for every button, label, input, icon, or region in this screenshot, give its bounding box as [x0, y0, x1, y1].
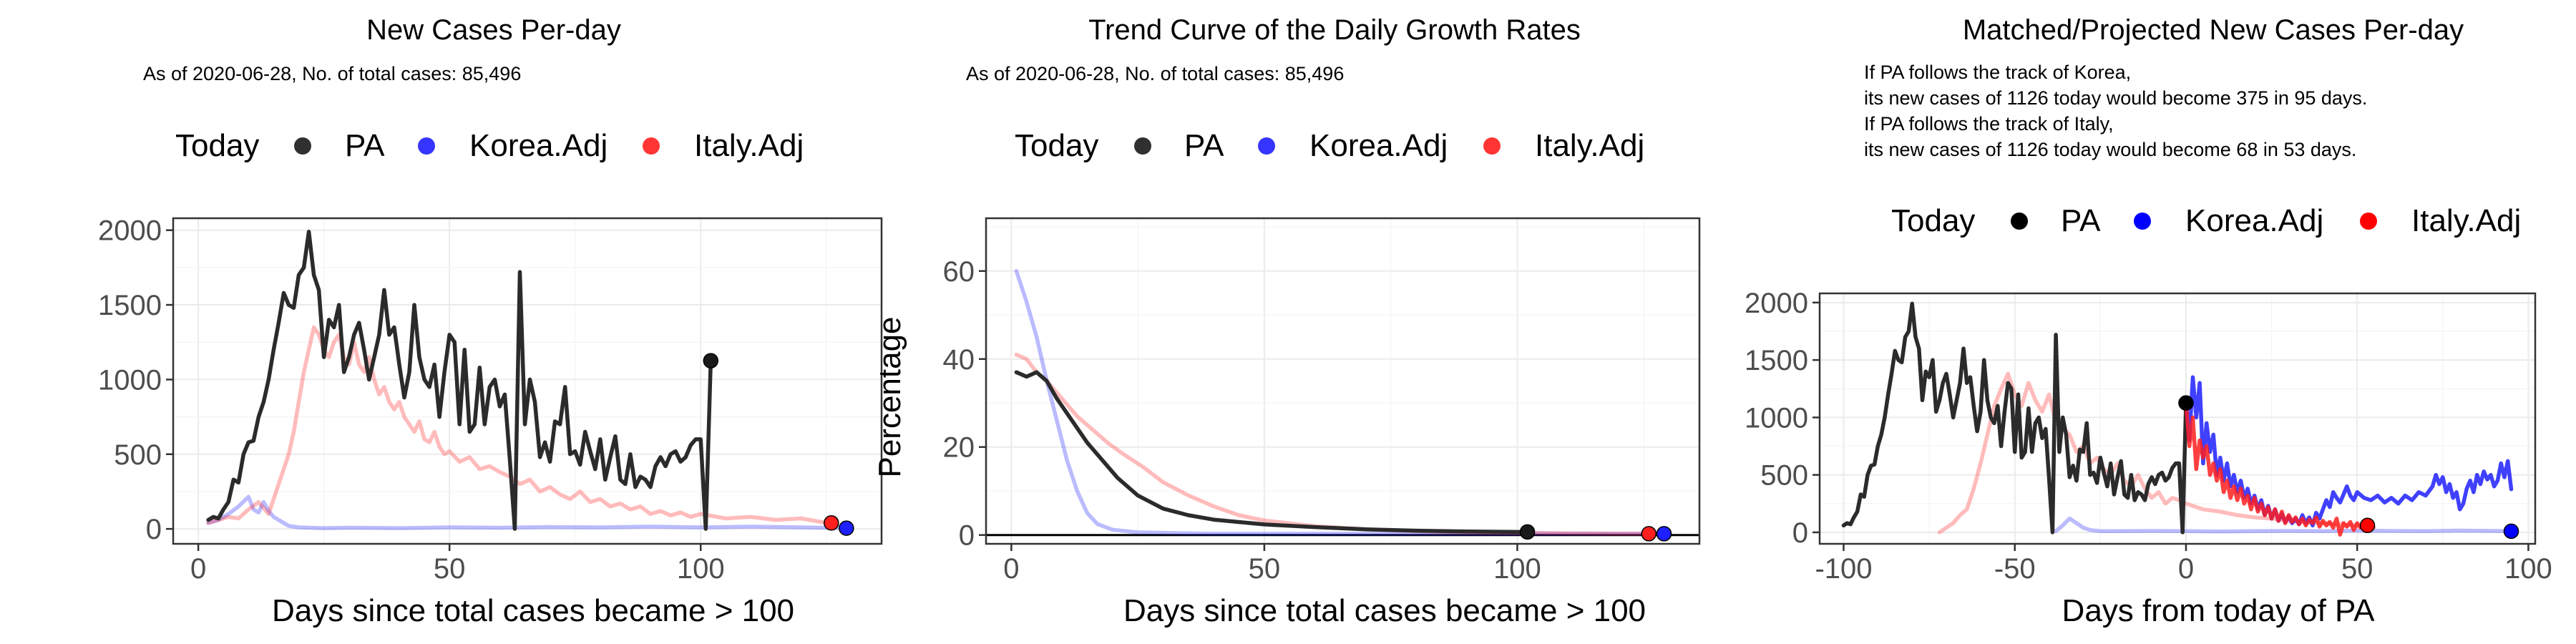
- chart-growth-rates: Trend Curve of the Daily Growth Rates As…: [872, 14, 1701, 628]
- chart-subtitle: As of 2020-06-28, No. of total cases: 85…: [143, 63, 521, 84]
- y-axis-title: Percentage: [872, 316, 907, 477]
- legend-label-italy: Italy.Adj: [694, 128, 804, 163]
- legend-marker-italy: [2360, 213, 2377, 230]
- legend-label-pa: PA: [345, 128, 385, 163]
- chart-title: Matched/Projected New Cases Per-day: [1963, 14, 2464, 46]
- subtitle-line: its new cases of 1126 today would become…: [1864, 139, 2356, 160]
- y-tick-label: 0: [146, 514, 162, 545]
- subtitle-line: its new cases of 1126 today would become…: [1864, 87, 2367, 109]
- y-tick-label: 2000: [1745, 288, 1808, 319]
- subtitle-line: If PA follows the track of Korea,: [1864, 62, 2131, 83]
- x-axis-title: Days from today of PA: [2062, 593, 2376, 628]
- legend-label-italy: Italy.Adj: [1535, 128, 1644, 163]
- series-line-korea-adj: [206, 494, 849, 530]
- plot-panel: 0 50 100 0 20 40 60: [943, 217, 1701, 585]
- legend-label-korea: Korea.Adj: [469, 128, 608, 163]
- legend-label-italy: Italy.Adj: [2411, 203, 2521, 238]
- y-tick-label: 1500: [1745, 345, 1808, 376]
- panel-border: [1818, 292, 2537, 545]
- y-tick-label: 500: [114, 439, 162, 471]
- today-point-korea-adj: [1656, 526, 1672, 542]
- panel-border: [985, 217, 1701, 545]
- legend-label-pa: PA: [1184, 128, 1224, 163]
- panel-border: [172, 217, 883, 545]
- y-tick-label: 1000: [98, 364, 162, 396]
- legend-marker-pa: [294, 137, 311, 155]
- y-tick-label: 20: [943, 432, 975, 464]
- grid: [986, 218, 1699, 544]
- y-tick-label: 40: [943, 344, 975, 376]
- series-line-korea-adj: [1014, 269, 1667, 536]
- series-line-pa: [1014, 370, 1530, 535]
- series-line-pa: [1841, 301, 2188, 535]
- x-tick-label: 50: [1249, 553, 1281, 585]
- chart-projected-cases: Matched/Projected New Cases Per-day If P…: [1745, 14, 2552, 628]
- grid: [173, 218, 882, 544]
- x-axis-title: Days since total cases became > 100: [272, 593, 794, 628]
- y-tick-label: 0: [959, 520, 975, 552]
- series-line-korea-adj-matched-history: [2054, 516, 2514, 534]
- y-tick-label: 0: [1792, 517, 1808, 549]
- series-line-italy-adj: [206, 325, 829, 525]
- x-tick-label: 50: [2341, 553, 2373, 585]
- today-point-pa: [2178, 395, 2194, 411]
- legend-title: Today: [1891, 203, 1975, 238]
- series-line-korea-adj: [2184, 375, 2514, 528]
- series-line-pa: [206, 230, 713, 531]
- legend-marker-italy: [643, 137, 660, 155]
- legend-marker-italy: [1483, 137, 1501, 155]
- legend: Today PA Korea.Adj Italy.Adj: [175, 128, 804, 163]
- legend-title: Today: [175, 128, 259, 163]
- chart-title: Trend Curve of the Daily Growth Rates: [1088, 14, 1581, 46]
- legend-label-korea: Korea.Adj: [2185, 203, 2323, 238]
- today-point-pa: [703, 353, 719, 369]
- series-group: [1841, 301, 2514, 537]
- x-tick-label: 100: [677, 553, 725, 585]
- legend-label-korea: Korea.Adj: [1309, 128, 1448, 163]
- legend-title: Today: [1015, 128, 1098, 163]
- subtitle-line: If PA follows the track of Italy,: [1864, 113, 2114, 135]
- chart-new-cases: New Cases Per-day As of 2020-06-28, No. …: [98, 14, 883, 628]
- today-point-italy-adj: [824, 515, 839, 531]
- y-tick-label: 2000: [98, 215, 162, 247]
- x-tick-label: 0: [2178, 553, 2194, 585]
- y-tick-label: 1000: [1745, 402, 1808, 434]
- x-tick-label: 0: [190, 553, 206, 585]
- chart-subtitle: As of 2020-06-28, No. of total cases: 85…: [966, 63, 1344, 84]
- today-point-italy-adj: [1641, 526, 1657, 542]
- series-group: [1014, 269, 1667, 536]
- legend: Today PA Korea.Adj Italy.Adj: [1891, 203, 2521, 238]
- series-line-italy-adj: [1014, 352, 1652, 536]
- x-tick-label: 100: [2504, 553, 2552, 585]
- grid: [1820, 293, 2535, 544]
- x-tick-label: 50: [434, 553, 466, 585]
- legend-marker-korea: [2134, 213, 2151, 230]
- y-tick-label: 500: [1760, 460, 1808, 492]
- legend-marker-korea: [418, 137, 435, 155]
- chart-title: New Cases Per-day: [366, 14, 621, 46]
- legend-marker-korea: [1258, 137, 1275, 155]
- x-tick-label: -50: [1994, 553, 2036, 585]
- x-tick-label: -100: [1815, 553, 1872, 585]
- today-point-pa: [1519, 524, 1536, 540]
- y-tick-label: 60: [943, 256, 975, 288]
- legend-label-pa: PA: [2061, 203, 2101, 238]
- chart-subtitle: If PA follows the track of Korea, its ne…: [1864, 62, 2367, 160]
- series-group: [206, 230, 849, 531]
- today-point-italy-adj: [2359, 517, 2376, 534]
- today-point-korea-adj: [839, 520, 854, 536]
- x-tick-label: 100: [1493, 553, 1541, 585]
- legend-marker-pa: [1134, 137, 1151, 155]
- x-tick-label: 0: [1003, 553, 1019, 585]
- series-line-italy-adj: [2184, 401, 2370, 537]
- legend-marker-pa: [2011, 213, 2028, 230]
- y-tick-label: 1500: [98, 290, 162, 321]
- legend: Today PA Korea.Adj Italy.Adj: [1015, 128, 1644, 163]
- today-point-korea-adj: [2503, 523, 2519, 540]
- x-axis-title: Days since total cases became > 100: [1123, 593, 1646, 628]
